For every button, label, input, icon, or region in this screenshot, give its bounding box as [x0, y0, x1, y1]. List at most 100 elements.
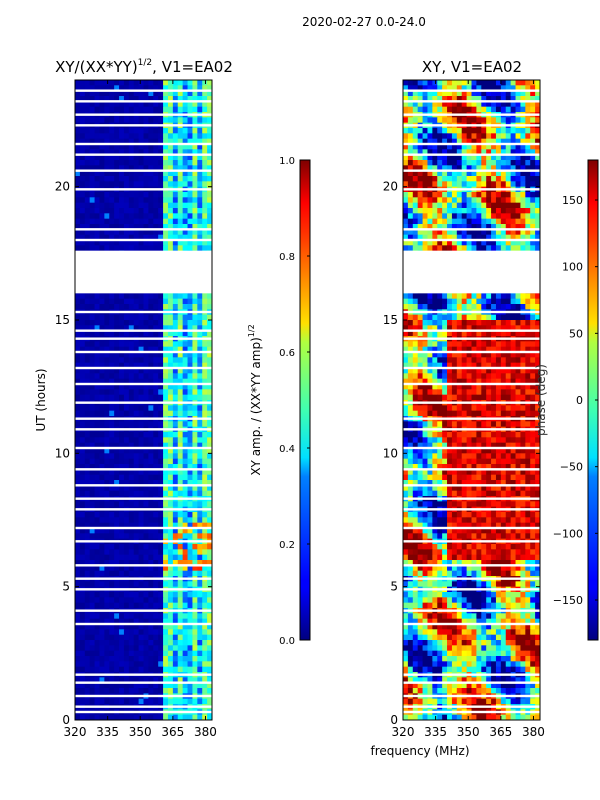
heatmap-cell — [466, 320, 472, 326]
heatmap-cell — [163, 80, 169, 86]
heatmap-cell — [163, 154, 169, 161]
heatmap-cell — [500, 170, 507, 177]
heatmap-cell — [114, 448, 120, 454]
heatmap-cell — [89, 469, 95, 476]
heatmap-cell — [84, 432, 91, 438]
heatmap-cell — [119, 240, 125, 246]
heatmap-cell — [177, 432, 184, 438]
heatmap-cell — [422, 352, 428, 358]
heatmap-cell — [133, 677, 139, 684]
heatmap-cell — [167, 474, 174, 481]
heatmap-cell — [158, 245, 164, 252]
heatmap-cell — [182, 213, 188, 220]
heatmap-cell — [192, 304, 198, 310]
heatmap-cell — [417, 208, 423, 214]
heatmap-cell — [104, 330, 110, 337]
heatmap-cell — [202, 666, 208, 673]
heatmap-cell — [109, 394, 115, 401]
heatmap-cell — [510, 346, 516, 353]
heatmap-cell — [133, 378, 139, 385]
heatmap-cell — [461, 192, 467, 198]
heatmap-cell — [89, 149, 95, 156]
heatmap-cell — [427, 240, 433, 246]
heatmap-cell — [481, 208, 487, 214]
heatmap-cell — [505, 357, 512, 364]
heatmap-cell — [456, 346, 463, 353]
heatmap-cell — [158, 490, 164, 497]
heatmap-cell — [207, 117, 212, 124]
heatmap-cell — [466, 149, 472, 156]
heatmap-cell — [422, 101, 428, 108]
heatmap-cell — [530, 213, 536, 220]
heatmap-cell — [197, 640, 203, 646]
heatmap-cell — [128, 138, 135, 145]
heatmap-cell — [202, 437, 208, 444]
heatmap-cell — [75, 512, 81, 518]
heatmap-cell — [515, 330, 521, 337]
heatmap-cell — [109, 640, 115, 646]
heatmap-cell — [94, 677, 100, 684]
heatmap-cell — [202, 181, 208, 188]
heatmap-cell — [114, 378, 120, 385]
heatmap-cell — [437, 352, 443, 358]
heatmap-cell — [451, 229, 458, 236]
heatmap-cell — [510, 144, 516, 150]
heatmap-cell — [447, 314, 453, 321]
heatmap-cell — [89, 389, 95, 396]
heatmap-cell — [495, 176, 502, 182]
heatmap-cell — [442, 181, 448, 188]
flagged-row — [75, 673, 212, 676]
heatmap-cell — [202, 208, 208, 214]
heatmap-cell — [182, 346, 188, 353]
heatmap-cell — [432, 90, 438, 97]
heatmap-cell — [187, 181, 193, 188]
heatmap-cell — [158, 650, 164, 657]
heatmap-cell — [500, 176, 507, 182]
heatmap-cell — [158, 320, 164, 326]
heatmap-cell — [486, 90, 492, 97]
heatmap-cell — [197, 688, 203, 694]
heatmap-cell — [486, 346, 492, 353]
colorbar-tick-label: 0.0 — [279, 636, 295, 647]
heatmap-cell — [525, 320, 531, 326]
heatmap-cell — [451, 314, 458, 321]
colorbar-tick-label: 0.6 — [279, 348, 295, 359]
heatmap-cell — [172, 181, 179, 188]
heatmap-cell — [123, 469, 130, 476]
heatmap-cell — [94, 448, 100, 454]
heatmap-cell — [79, 677, 86, 684]
heatmap-cell — [476, 106, 482, 113]
heatmap-cell — [427, 165, 433, 172]
heatmap-cell — [535, 357, 540, 364]
heatmap-cell — [133, 421, 139, 428]
heatmap-cell — [207, 469, 212, 476]
heatmap-cell — [202, 640, 208, 646]
heatmap-cell — [104, 378, 110, 385]
heatmap-cell — [525, 117, 531, 124]
heatmap-cell — [138, 197, 144, 204]
heatmap-cell — [481, 80, 487, 86]
heatmap-cell — [84, 346, 91, 353]
heatmap-cell — [177, 224, 184, 230]
heatmap-cell — [114, 373, 120, 380]
heatmap-cell — [202, 602, 208, 609]
heatmap-cell — [79, 224, 86, 230]
heatmap-cell — [104, 224, 110, 230]
heatmap-cell — [481, 240, 487, 246]
heatmap-cell — [177, 485, 184, 492]
heatmap-cell — [153, 314, 159, 321]
heatmap-cell — [207, 442, 212, 449]
heatmap-cell — [133, 314, 139, 321]
flagged-row — [75, 446, 212, 450]
heatmap-cell — [138, 522, 144, 529]
heatmap-cell — [172, 106, 179, 113]
heatmap-cell — [535, 362, 540, 369]
heatmap-cell — [158, 368, 164, 374]
heatmap-cell — [167, 170, 174, 177]
heatmap-cell — [158, 325, 164, 332]
heatmap-cell — [79, 128, 86, 134]
heatmap-cell — [99, 298, 105, 305]
heatmap-cell — [197, 464, 203, 470]
heatmap-cell — [84, 234, 91, 241]
heatmap-cell — [192, 384, 198, 390]
